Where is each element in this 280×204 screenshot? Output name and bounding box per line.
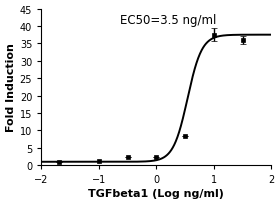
Y-axis label: Fold Induction: Fold Induction — [6, 43, 16, 132]
X-axis label: TGFbeta1 (Log ng/ml): TGFbeta1 (Log ng/ml) — [88, 188, 224, 198]
Text: EC50=3.5 ng/ml: EC50=3.5 ng/ml — [120, 14, 216, 27]
